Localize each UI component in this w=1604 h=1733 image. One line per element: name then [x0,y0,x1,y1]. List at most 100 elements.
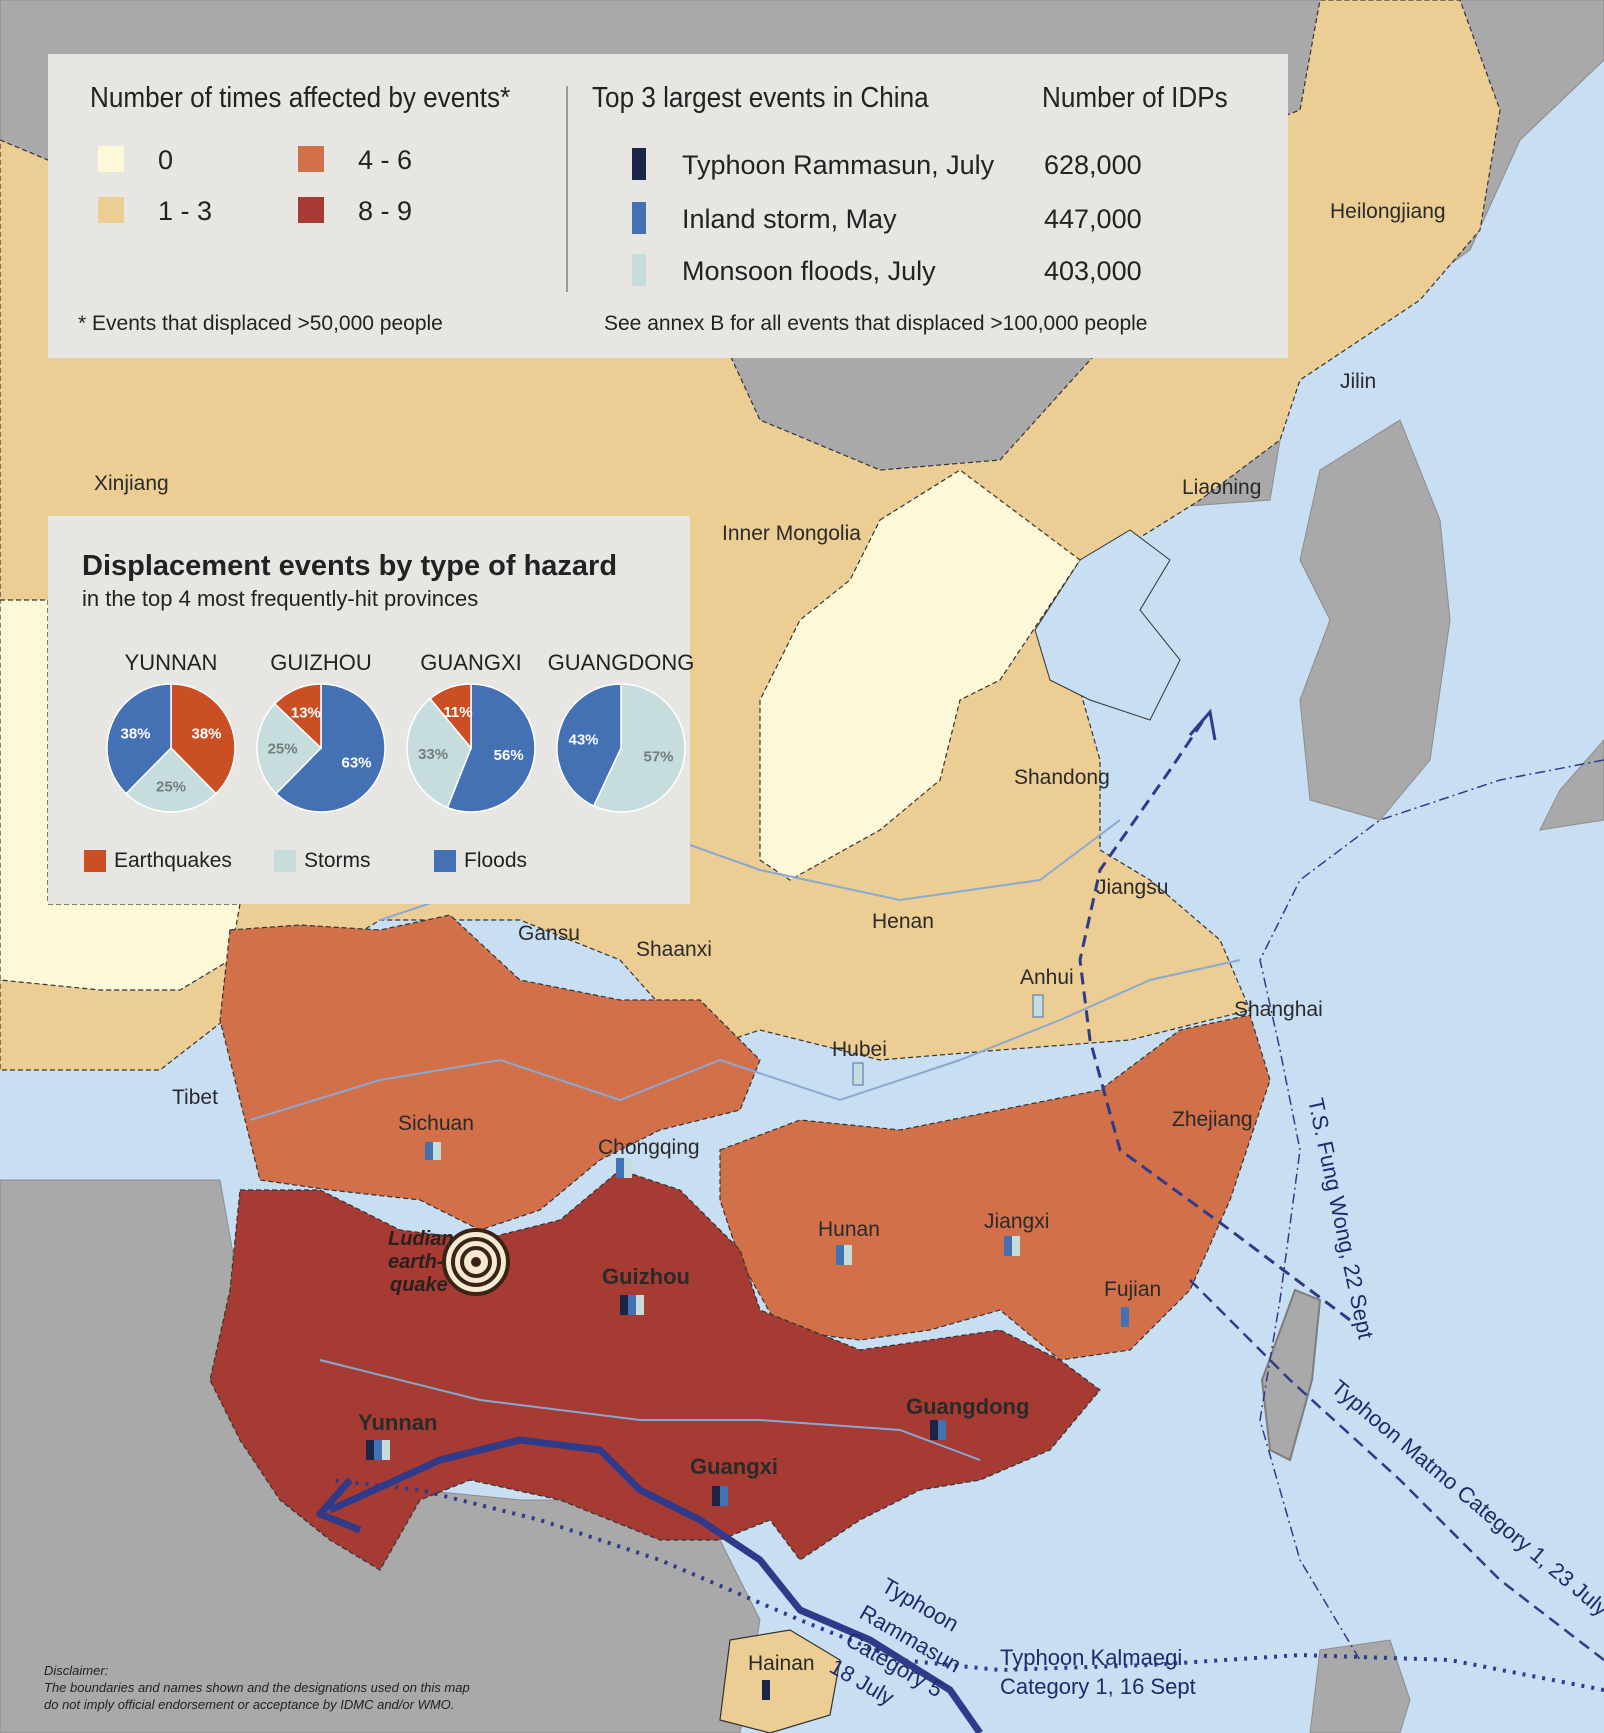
event-name-rammasun: Typhoon Rammasun, July [682,150,995,180]
label-shanghai: Shanghai [1234,998,1323,1021]
event-name-monsoon: Monsoon floods, July [682,256,936,286]
event-bar-guangxi-2 [720,1486,728,1506]
disclaimer-title: Disclaimer: [44,1663,109,1678]
pie-title-guizhou: GUIZHOU [270,650,372,675]
legend-swatch-storms [274,850,296,872]
category-swatch-8-9 [298,197,324,223]
event-swatch-inland-storm [632,202,646,234]
category-label-8-9: 8 - 9 [358,196,413,226]
label-henan: Henan [872,910,934,933]
event-idps-rammasun: 628,000 [1044,150,1142,180]
label-liaoning: Liaoning [1182,476,1261,499]
event-bar-jiangxi [1004,1236,1012,1256]
land-korea [1299,419,1451,821]
label-jiangsu: Jiangsu [1096,876,1168,899]
legend-label-storms: Storms [304,849,371,872]
bohai-sea [1034,529,1181,721]
event-bar-yunnan-2 [374,1440,382,1460]
affected-footnote: * Events that displaced >50,000 people [78,312,443,335]
pie-slice-guangxi-floods [446,683,536,813]
label-zhejiang: Zhejiang [1172,1108,1253,1131]
label-jilin: Jilin [1340,370,1376,393]
pie-label-guizhou-earthquakes: 13% [291,705,321,722]
legend-swatch-floods [434,850,456,872]
event-bar-sichuan-2 [433,1142,441,1160]
pie-label-yunnan-earthquakes: 38% [191,725,221,742]
category-label-0: 0 [158,145,174,175]
category-swatch-1-3 [98,197,124,223]
label-inner-mongolia: Inner Mongolia [722,522,861,545]
event-swatch-monsoon [632,254,646,286]
label-hainan: Hainan [748,1652,815,1675]
pie-title-guangxi: GUANGXI [420,650,522,675]
event-bar-sichuan [425,1142,433,1160]
hazard-subtitle: in the top 4 most frequently-hit provinc… [82,586,479,611]
label-gansu: Gansu [518,922,580,945]
pie-label-guangdong-storms: 57% [643,748,673,765]
label-sichuan: Sichuan [398,1112,474,1135]
label-hunan: Hunan [818,1218,880,1241]
pie-label-yunnan-storms: 25% [156,778,186,795]
event-bar-hunan [836,1245,844,1265]
label-anhui: Anhui [1020,966,1074,989]
track-rammasun-arrowhead [316,1477,362,1534]
region-hainan [719,1629,841,1733]
event-idps-inland-storm: 447,000 [1044,204,1142,234]
top-events-title: Top 3 largest events in China [592,82,929,114]
region-cat-0-shanxi-hebei [759,469,1081,881]
category-swatch-0 [98,146,124,172]
track-matmo [1189,1279,1604,1661]
category-label-1-3: 1 - 3 [158,196,213,226]
legend-panel: Number of times affected by events* 0 1 … [48,54,1288,358]
land-philippines [1309,1639,1411,1733]
earthquake-label-2: earth- [388,1251,444,1273]
pie-slice-guizhou-floods [275,683,386,813]
pie-slice-guangxi-storms [406,697,472,809]
annex-note: See annex B for all events that displace… [604,312,1148,335]
legend-divider [566,86,568,292]
event-bar-yunnan-3 [382,1440,390,1460]
track-fung-wong [1078,717,1351,1322]
event-bar-guizhou-3 [636,1295,644,1315]
pie-label-guangxi-storms: 33% [418,746,448,763]
land-taiwan [1260,1288,1322,1462]
label-kalmaegi-1: Typhoon Kalmaegi [1000,1645,1182,1670]
event-bar-guangdong-2 [938,1420,946,1440]
region-cat-8-9-south [209,1169,1101,1571]
land-japan [1539,739,1604,831]
hazard-title: Displacement events by type of hazard [82,550,618,582]
pie-label-guangdong-floods: 43% [568,732,598,749]
label-guizhou: Guizhou [602,1264,690,1289]
label-tibet: Tibet [172,1086,218,1109]
pie-slice-yunnan-earthquakes [170,683,236,795]
label-chongqing: Chongqing [598,1136,700,1159]
pie-slice-guangdong-floods [556,683,622,807]
pie-label-guizhou-storms: 25% [268,741,298,758]
event-name-inland-storm: Inland storm, May [682,204,897,234]
affected-legend-title: Number of times affected by events* [90,82,511,114]
idps-title: Number of IDPs [1042,82,1228,114]
event-bar-chongqing [616,1158,624,1178]
event-bar-hainan [762,1680,770,1700]
event-bar-chongqing-2 [624,1158,632,1178]
pie-slice-guangxi-earthquakes [429,683,472,751]
river-pearl [319,1359,981,1461]
event-bar-anhui [1032,994,1044,1018]
disclaimer-line-2: do not imply official endorsement or acc… [44,1697,455,1712]
event-bar-hunan-2 [844,1245,852,1265]
event-bar-jiangxi-2 [1012,1236,1020,1256]
legend-label-earthquakes: Earthquakes [114,849,232,872]
pie-slice-guizhou-earthquakes [273,683,322,750]
legend-swatch-earthquakes [84,850,106,872]
pie-label-guangxi-floods: 56% [494,747,524,764]
event-bars [366,994,1129,1700]
pie-title-yunnan: YUNNAN [124,650,218,675]
label-guangxi: Guangxi [690,1454,778,1479]
pie-label-yunnan-floods: 38% [120,725,150,742]
event-bar-guangdong [930,1420,938,1440]
river-yangtze [249,959,1241,1121]
pie-slice-guizhou-storms [256,702,323,795]
pie-title-guangdong: GUANGDONG [547,650,695,675]
earthquake-label-3: quake [390,1274,448,1296]
